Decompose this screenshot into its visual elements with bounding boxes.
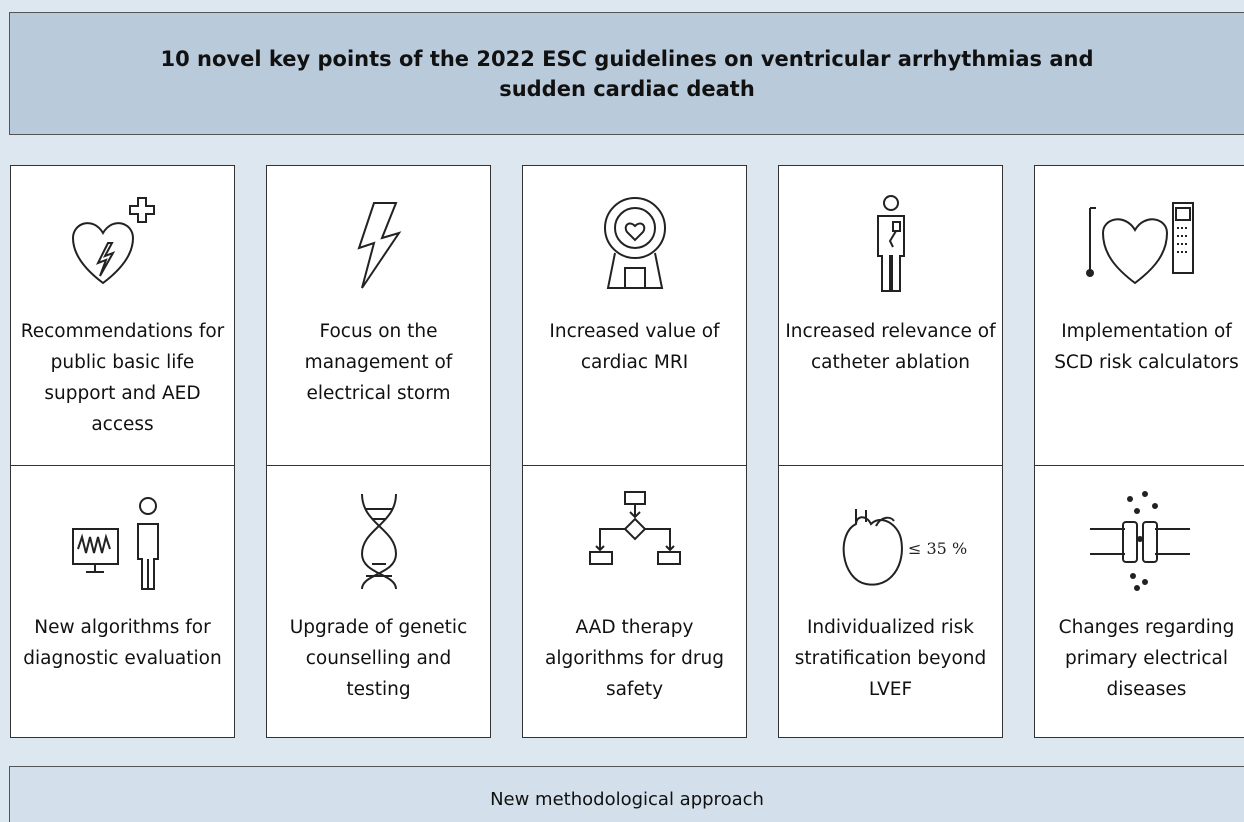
column: Focus on the management of electrical st…	[266, 165, 491, 738]
label: Individualized risk stratification beyon…	[794, 617, 987, 700]
icon-text: ≤ 35 %	[908, 539, 967, 558]
label: New algorithms for diagnostic evaluation	[23, 617, 222, 669]
column: Increased value of cardiac MRI AAD thera…	[522, 165, 747, 738]
label: Recommendations for public basic life su…	[20, 321, 225, 435]
column: Implementation of SCD risk calculators C…	[1034, 165, 1244, 738]
label: Focus on the management of electrical st…	[304, 321, 453, 404]
label: Increased value of cardiac MRI	[549, 321, 720, 373]
icon	[71, 197, 155, 285]
label: Increased relevance of catheter ablation	[785, 321, 996, 373]
title: 10 novel key points of the 2022 ESC guid…	[160, 46, 1094, 101]
icon	[360, 493, 397, 590]
icon	[71, 497, 159, 590]
label: Implementation of SCD risk calculators	[1054, 321, 1239, 373]
icon	[356, 202, 401, 289]
divider	[523, 465, 746, 466]
divider	[1035, 465, 1244, 466]
icon	[876, 195, 905, 292]
column: Increased relevance of catheter ablation…	[778, 165, 1003, 738]
label: Changes regarding primary electrical dis…	[1058, 617, 1235, 700]
footer: New methodological approach	[9, 766, 1244, 822]
divider	[267, 465, 490, 466]
icon	[603, 197, 666, 289]
icon	[588, 491, 681, 565]
icon: ≤ 35 %	[842, 509, 967, 586]
icon	[1089, 491, 1190, 591]
column: Recommendations for public basic life su…	[10, 165, 235, 738]
divider	[779, 465, 1002, 466]
label: Upgrade of genetic counselling and testi…	[289, 617, 468, 700]
label: AAD therapy algorithms for drug safety	[545, 617, 724, 700]
header: 10 novel key points of the 2022 ESC guid…	[9, 12, 1244, 135]
divider	[11, 465, 234, 466]
icon	[1085, 202, 1194, 285]
